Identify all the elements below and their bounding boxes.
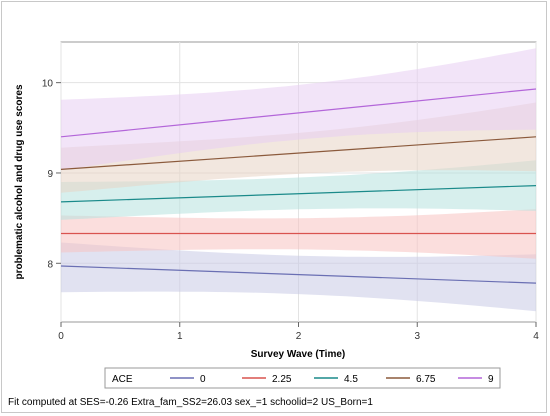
x-axis-title: Survey Wave (Time) bbox=[251, 349, 345, 360]
legend-label: 0 bbox=[200, 374, 206, 385]
confidence-band bbox=[61, 242, 536, 312]
legend-title: ACE bbox=[112, 374, 133, 385]
confidence-band bbox=[61, 48, 536, 171]
series-line bbox=[60, 265, 537, 284]
x-tick-label: 2 bbox=[296, 331, 302, 342]
series-line bbox=[60, 185, 537, 203]
y-tick-label: 8 bbox=[47, 259, 53, 270]
series-line bbox=[60, 136, 537, 170]
y-tick-label: 9 bbox=[47, 169, 53, 180]
y-tick-label: 10 bbox=[42, 79, 54, 90]
x-tick-label: 1 bbox=[177, 331, 183, 342]
y-axis-title: problematic alcohol and drug use scores bbox=[14, 84, 25, 279]
legend-label: 4.5 bbox=[344, 374, 358, 385]
x-tick-label: 4 bbox=[533, 331, 539, 342]
legend-label: 2.25 bbox=[272, 374, 292, 385]
legend-label: 6.75 bbox=[416, 374, 436, 385]
x-tick-label: 0 bbox=[58, 331, 64, 342]
series-line bbox=[60, 88, 537, 138]
legend-box bbox=[104, 367, 501, 389]
chart-footnote: Fit computed at SES=-0.26 Extra_fam_SS2=… bbox=[8, 397, 373, 408]
series-lines bbox=[60, 88, 537, 284]
x-tick-label: 3 bbox=[414, 331, 420, 342]
axis-ticks: 0 1 2 3 4 8 9 10 bbox=[42, 79, 539, 342]
legend-label: 9 bbox=[488, 374, 494, 385]
confidence-band bbox=[61, 160, 536, 220]
legend-entries: 0 2.25 4.5 6.75 9 bbox=[170, 374, 494, 385]
